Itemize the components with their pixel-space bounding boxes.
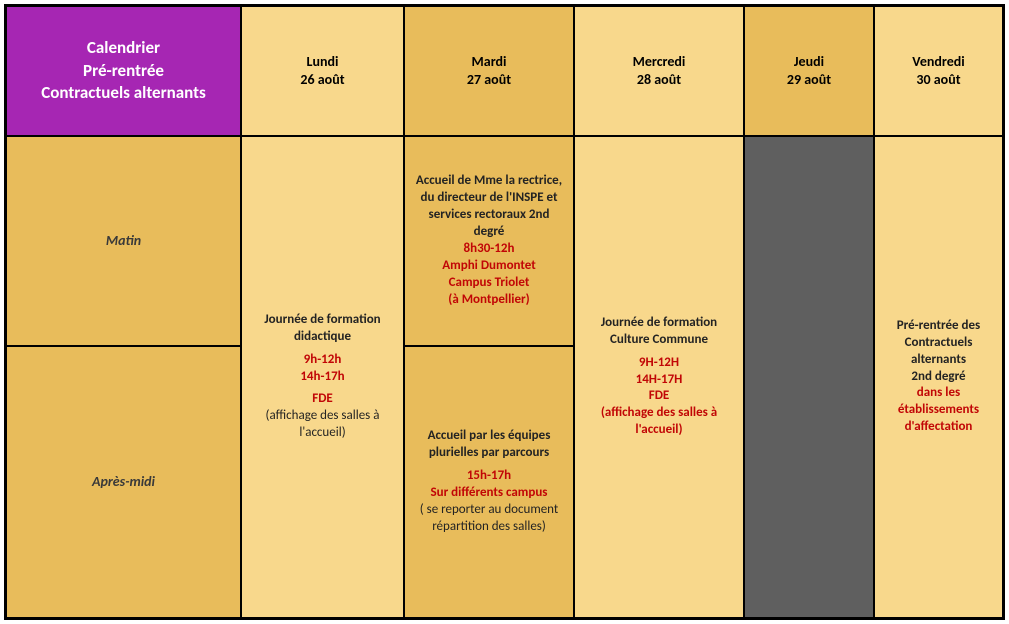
- cell-line: Pré-rentrée des Contractuels alternants: [883, 318, 994, 369]
- day-name: Mardi: [472, 53, 507, 71]
- day-header-mercredi: Mercredi 28 août: [574, 6, 744, 136]
- cell-line: (à Montpellier): [448, 292, 529, 309]
- title-cell: Calendrier Pré-rentrée Contractuels alte…: [6, 6, 241, 136]
- day-name: Mercredi: [633, 53, 686, 71]
- cell-line: FDE: [312, 391, 333, 408]
- cell-line: 14h-17h: [300, 369, 344, 386]
- cell-line: Accueil de Mme la rectrice, du directeur…: [413, 173, 565, 241]
- title-line-1: Calendrier: [87, 37, 160, 60]
- schedule-grid: Calendrier Pré-rentrée Contractuels alte…: [4, 4, 1005, 620]
- day-date: 26 août: [300, 71, 344, 89]
- row-label: Après-midi: [92, 473, 155, 491]
- cell-line: FDE: [649, 388, 670, 405]
- cell-jeudi: [744, 136, 874, 618]
- cell-line: 2nd degré: [911, 369, 965, 386]
- cell-line: (affichage des salles à l'accueil): [583, 405, 735, 439]
- cell-line: 9H-12H: [639, 355, 679, 372]
- cell-mardi-matin: Accueil de Mme la rectrice, du directeur…: [404, 136, 574, 346]
- cell-line: Accueil par les équipes plurielles par p…: [413, 428, 565, 462]
- row-header-apresmidi: Après-midi: [6, 346, 241, 618]
- cell-line: 14H-17H: [636, 372, 683, 389]
- cell-line: ( se reporter au document répartition de…: [413, 502, 565, 536]
- title-line-3: Contractuels alternants: [41, 82, 206, 105]
- day-header-jeudi: Jeudi 29 août: [744, 6, 874, 136]
- cell-mardi-apresmidi: Accueil par les équipes plurielles par p…: [404, 346, 574, 618]
- cell-lundi: Journée de formation didactique 9h-12h14h…: [241, 136, 404, 618]
- cell-vendredi: Pré-rentrée des Contractuels alternants2…: [874, 136, 1003, 618]
- day-header-vendredi: Vendredi 30 août: [874, 6, 1003, 136]
- day-header-mardi: Mardi 27 août: [404, 6, 574, 136]
- day-date: 28 août: [637, 71, 681, 89]
- cell-line: Sur différents campus: [431, 485, 548, 502]
- cell-line: 9h-12h: [304, 352, 342, 369]
- cell-line: dans les établissements d'affectation: [883, 385, 994, 436]
- day-name: Lundi: [307, 53, 339, 71]
- day-date: 29 août: [787, 71, 831, 89]
- cell-line: Journée de formation Culture Commune: [583, 315, 735, 349]
- row-header-matin: Matin: [6, 136, 241, 346]
- day-name: Vendredi: [912, 53, 964, 71]
- cell-line: 15h-17h: [467, 468, 511, 485]
- row-label: Matin: [106, 232, 141, 250]
- cell-mercredi: Journée de formation Culture Commune 9H-1…: [574, 136, 744, 618]
- cell-line: 8h30-12h: [464, 241, 515, 258]
- cell-line: Amphi Dumontet: [442, 258, 535, 275]
- cell-line: (affichage des salles à l'accueil): [250, 408, 395, 442]
- cell-line: Campus Triolet: [449, 275, 530, 292]
- cell-line: Journée de formation didactique: [250, 312, 395, 346]
- day-date: 30 août: [916, 71, 960, 89]
- day-header-lundi: Lundi 26 août: [241, 6, 404, 136]
- day-name: Jeudi: [794, 53, 824, 71]
- title-line-2: Pré-rentrée: [83, 60, 164, 83]
- day-date: 27 août: [467, 71, 511, 89]
